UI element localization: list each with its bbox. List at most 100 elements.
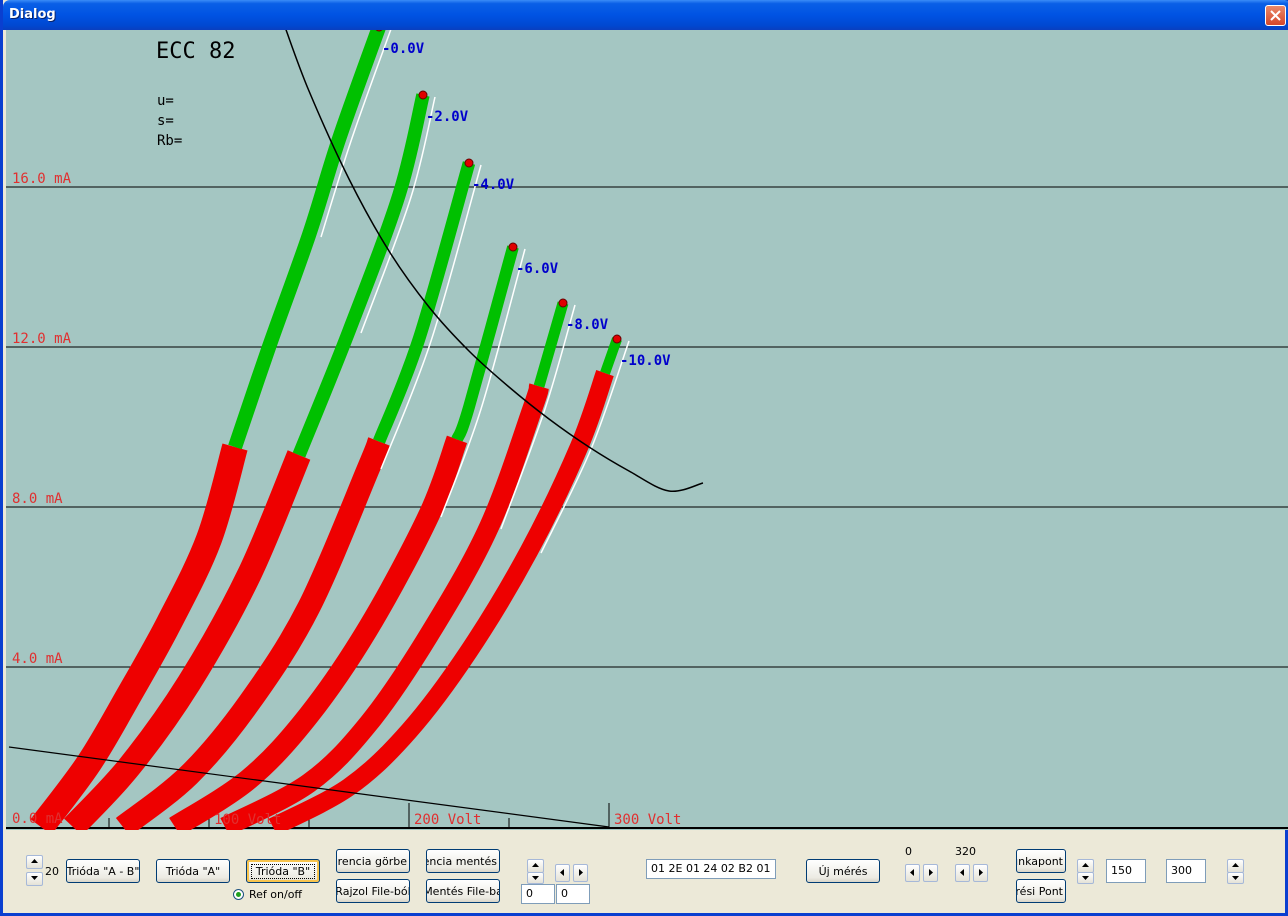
draw-from-file-button[interactable]: Rajzol File-ból [336,879,410,903]
spin-down-right-b[interactable] [1227,872,1244,884]
reference-save-label: Referencia mentés [427,854,497,868]
curve-band-red [30,443,248,830]
arrow-up-icon [31,859,38,863]
new-measurement-button[interactable]: Új mérés [806,859,880,883]
trioda-ab-button[interactable]: Trióda "A - B" [66,859,140,883]
curve-label: -2.0V [426,109,469,125]
plot-background [6,30,1288,830]
curve-label: -8.0V [566,317,609,333]
spin-right-b[interactable] [973,864,988,882]
arrow-up-icon [1232,863,1239,867]
arrow-left-icon [910,869,914,876]
ref-radio-label: Ref on/off [249,888,303,901]
measure-point-label: Mérési Pont [1017,884,1063,898]
hex-data-field[interactable]: 01 2E 01 24 02 B2 01 BA [646,859,776,879]
param-u: u= [157,93,174,109]
spin-up-left[interactable] [26,855,43,869]
arrow-right-icon [979,869,983,876]
curve-band-green [292,93,430,458]
workpoint-label: Munkapont [1017,854,1063,868]
save-to-file-label: Mentés File-ba [426,884,500,898]
y-tick-label: 4.0 mA [12,651,63,667]
curve-band-green [373,161,476,444]
field-one[interactable]: 0 [521,884,555,904]
curve-end-point [375,30,383,32]
trioda-b-label: Trióda "B" [250,863,316,879]
spin-left-a[interactable] [905,864,920,882]
draw-from-file-label: Rajzol File-ból [336,884,410,898]
y-tick-label: 0.0 mA [12,811,63,827]
spin-up-right-a[interactable] [1077,859,1094,873]
close-button[interactable] [1265,5,1286,26]
curve-end-point [418,90,428,100]
title-bar[interactable]: Dialog [3,0,1288,30]
curve-label: -0.0V [382,41,425,57]
save-to-file-button[interactable]: Mentés File-ba [426,879,500,903]
reference-save-button[interactable]: Referencia mentés [426,849,500,873]
load-line [8,746,610,828]
reference-curve [320,30,392,238]
arrow-down-icon [1232,876,1239,880]
arrow-left-icon [560,869,564,876]
curve-band-green [228,30,386,450]
y-tick-label: 12.0 mA [12,331,72,347]
new-measurement-label: Új mérés [818,864,868,878]
trioda-b-button[interactable]: Trióda "B" [246,859,320,883]
curve-end-point [464,158,474,168]
range-min-label: 0 [905,845,912,858]
close-icon [1270,10,1281,21]
curve-band-green [451,245,519,442]
curve-label: -4.0V [472,177,515,193]
arrow-up-icon [532,863,539,867]
reference-curve [500,304,576,530]
arrow-left-icon [960,869,964,876]
spin-up-mid[interactable] [527,859,544,873]
window-title: Dialog [9,7,56,22]
trioda-a-button[interactable]: Trióda "A" [156,859,230,883]
spin-up-right-b[interactable] [1227,859,1244,873]
curve-end-point [612,334,622,344]
curve-band-red [268,370,614,830]
characteristic-plot: 0.0 mA 4.0 mA 8.0 mA 12.0 mA 16.0 mA 100 Volt… [6,30,1288,830]
curve-band-red [169,435,468,830]
workpoint-button[interactable]: Munkapont [1016,849,1066,873]
trioda-ab-label: Trióda "A - B" [66,864,140,878]
curve-label: -6.0V [516,261,559,277]
x-tick-label: 300 Volt [614,812,681,828]
tube-title: ECC 82 [156,39,235,64]
arrow-up-icon [1082,863,1089,867]
field-300[interactable]: 300 [1166,859,1206,883]
reference-curve [380,164,482,470]
param-rb: Rb= [157,133,182,149]
spin-right-a[interactable] [923,864,938,882]
param-s: s= [157,113,174,129]
spin-right-mid[interactable] [573,864,588,882]
arrow-right-icon [579,869,583,876]
field-150[interactable]: 150 [1106,859,1146,883]
spin-left-mid[interactable] [555,864,570,882]
curve-label: -10.0V [620,353,671,369]
measure-point-button[interactable]: Mérési Pont [1016,879,1066,903]
reference-curve-button[interactable]: Referencia görbe [336,849,410,873]
ref-radio[interactable] [233,889,244,900]
curve-band-red [64,450,311,830]
curve-band-red [115,437,390,830]
spin-down-mid[interactable] [527,872,544,884]
field-two[interactable]: 0 [556,884,590,904]
reference-curve-label: Referencia görbe [337,854,407,868]
y-tick-label: 16.0 mA [12,171,72,187]
y-tick-label: 8.0 mA [12,491,63,507]
x-tick-label: 100 Volt [214,812,281,828]
spin-down-left[interactable] [26,872,43,886]
arrow-down-icon [532,876,539,880]
arrow-down-icon [31,876,38,880]
max-dissipation-curve [285,30,704,493]
spin-down-right-a[interactable] [1077,872,1094,884]
curve-end-point [508,242,518,252]
spin-left-b[interactable] [955,864,970,882]
trioda-a-label: Trióda "A" [165,864,221,878]
reference-curve [440,248,526,518]
x-tick-label: 200 Volt [414,812,481,828]
radio-dot-icon [236,892,241,897]
curve-end-point [558,298,568,308]
